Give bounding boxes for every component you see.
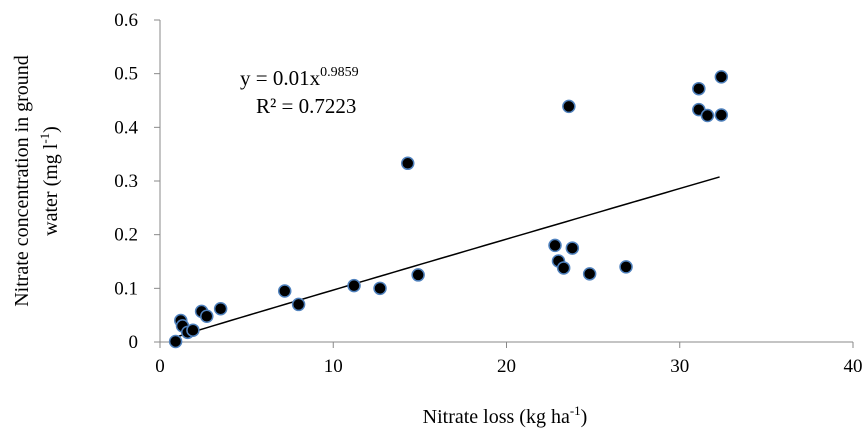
data-point [714,108,729,122]
equation-background [230,62,408,122]
trendline-r-squared: R² = 0.7223 [256,94,356,118]
data-point [562,99,576,114]
data-point [692,81,706,96]
axes [154,19,854,348]
y-tick-label: 0.6 [114,10,138,31]
y-tick-labels: 0 0.1 0.2 0.3 0.4 0.5 0.6 [114,10,138,353]
x-tick-label: 20 [497,356,516,377]
data-point [291,297,306,312]
data-point [556,261,571,275]
y-tick-label: 0.5 [114,64,138,85]
y-axis-title: Nitrate concentration in ground water (m… [11,55,62,307]
data-points [168,70,729,349]
data-point [168,334,183,349]
data-point [619,260,633,274]
trendline [177,176,720,338]
data-point [186,323,200,337]
x-axis-title: Nitrate loss (kg ha-1) [423,403,588,428]
y-axis-title-line1: Nitrate concentration in ground [11,55,33,307]
data-point [200,309,214,323]
x-tick-labels: 0 10 20 30 40 [155,356,862,377]
y-axis-title-line2: water (mg l-1) [37,126,62,236]
data-point [400,156,415,171]
trendline-exponent: 0.9859 [320,65,359,80]
data-point [565,241,580,255]
y-tick-label: 0.1 [114,278,138,299]
data-point [213,301,228,316]
data-point [700,108,715,123]
trendline-equation: y = 0.01x0.9859 [240,65,359,90]
y-tick-label: 0.3 [114,171,138,192]
x-tick-label: 30 [670,356,689,377]
x-tick-label: 10 [324,356,343,377]
data-point [714,70,729,84]
data-point [582,267,597,281]
data-point [347,278,361,293]
data-point [411,268,425,282]
x-tick-label: 40 [844,356,863,377]
y-tick-label: 0.2 [114,225,138,246]
x-tick-label: 0 [155,356,165,377]
trendline-path [177,176,720,338]
data-point [373,281,387,296]
y-tick-label: 0 [129,332,139,353]
data-point [277,284,292,298]
data-point [548,238,562,253]
y-tick-label: 0.4 [114,117,138,138]
